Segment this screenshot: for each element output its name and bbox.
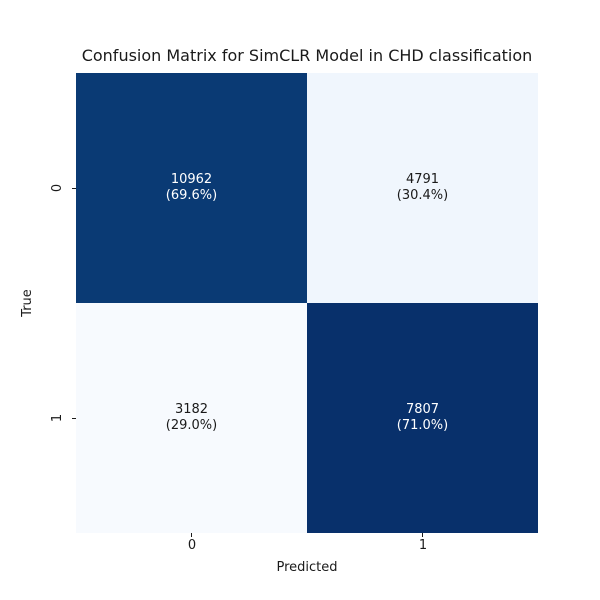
cell-true1-pred1: 7807 (71.0%) [307,303,538,533]
cell-count: 3182 [174,402,209,417]
y-tick-mark-1 [72,418,76,419]
x-tick-mark-0 [191,533,192,537]
y-tick-label-0: 0 [50,183,65,193]
cell-percent: (30.4%) [396,188,449,203]
cell-percent: (71.0%) [396,418,449,433]
cell-count: 4791 [405,172,440,187]
cell-true0-pred0: 10962 (69.6%) [76,73,307,303]
x-tick-mark-1 [422,533,423,537]
x-axis-label: Predicted [276,560,338,575]
cell-percent: (69.6%) [165,188,218,203]
x-tick-label-1: 1 [418,538,428,553]
y-tick-label-1: 1 [50,413,65,423]
y-axis-label: True [20,289,35,317]
cell-count: 10962 [170,172,213,187]
confusion-matrix-heatmap: 10962 (69.6%) 4791 (30.4%) 3182 (29.0%) … [76,73,538,533]
cell-percent: (29.0%) [165,418,218,433]
chart-title: Confusion Matrix for SimCLR Model in CHD… [81,46,533,65]
y-tick-mark-0 [72,188,76,189]
x-tick-label-0: 0 [187,538,197,553]
cell-count: 7807 [405,402,440,417]
cell-true1-pred0: 3182 (29.0%) [76,303,307,533]
cell-true0-pred1: 4791 (30.4%) [307,73,538,303]
